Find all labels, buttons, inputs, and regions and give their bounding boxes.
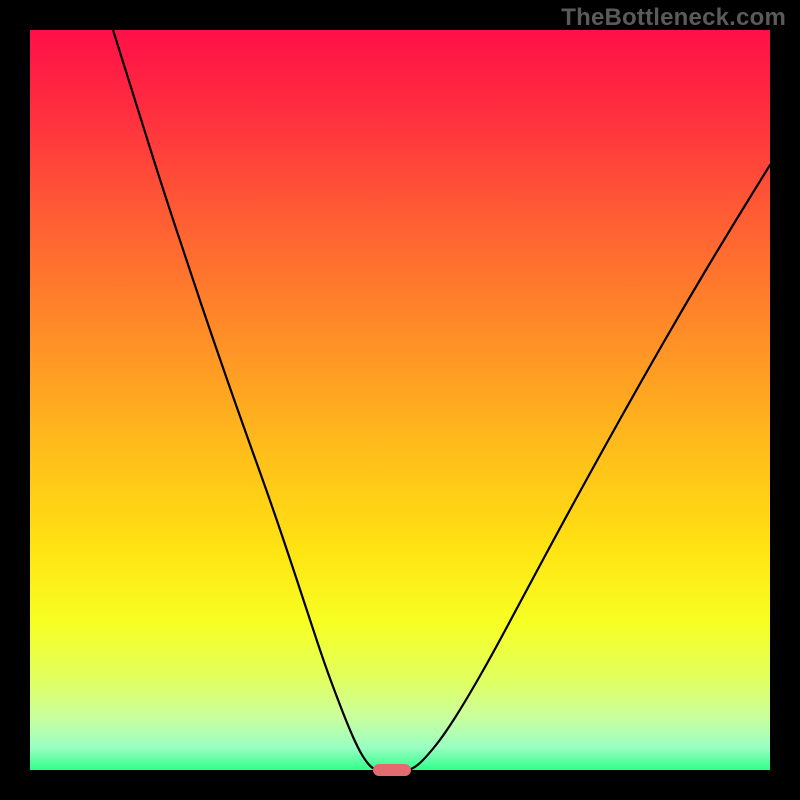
bottleneck-chart — [0, 0, 800, 800]
chart-container: TheBottleneck.com — [0, 0, 800, 800]
watermark-text: TheBottleneck.com — [561, 4, 786, 32]
plot-background — [30, 30, 770, 770]
bottom-marker — [373, 764, 411, 776]
